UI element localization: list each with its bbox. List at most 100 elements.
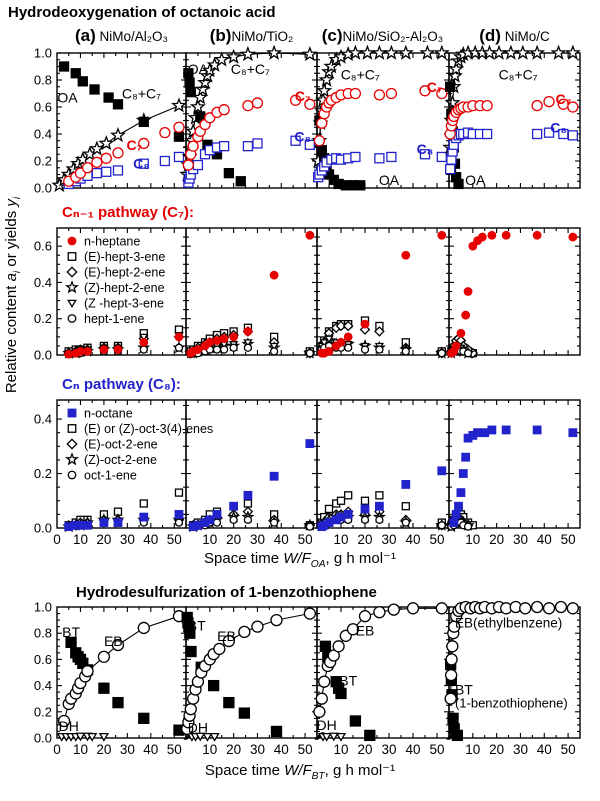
x-tick-label: 50 — [561, 742, 576, 757]
annotation-c-: C₇ — [555, 91, 571, 107]
series-yields-c-C7 — [313, 85, 448, 147]
panel-catalyst-d: NiMo/C — [500, 29, 550, 44]
x-tick-label: 10 — [73, 742, 88, 757]
y-tick-label: 0.4 — [34, 275, 52, 290]
panel-catalyst-a: NiMo/Al₂O₃ — [95, 29, 169, 44]
c8-pathway-header: Cₙ pathway (C₈): — [62, 376, 181, 393]
legend-label: (Z)-oct-2-ene — [84, 453, 157, 467]
annotation-bt: BT — [339, 672, 357, 688]
legend-label: n-octane — [84, 407, 133, 421]
y-tick-label: 0.4 — [34, 127, 52, 142]
panel-catalyst-b: NiMo/TiO₂ — [231, 29, 294, 44]
annotation-c-: C₈ — [550, 119, 567, 135]
legend-label: oct-1-ene — [84, 469, 137, 483]
legend-label: n-heptane — [84, 235, 140, 249]
annotation-c-c-: C₈+C₇ — [122, 86, 161, 102]
x-tick-label: 50 — [429, 742, 444, 757]
annotation-c-: C₈ — [133, 156, 150, 172]
annotation-bt: BT — [455, 682, 473, 698]
panel-tag-a: (a) — [74, 26, 96, 45]
series-hds-a-DH — [56, 732, 110, 742]
x-tick-label: 30 — [120, 742, 135, 757]
x-tick-label: 50 — [298, 742, 313, 757]
series-c8path-a-n-octane — [64, 509, 184, 532]
y-tick-label: 1.0 — [34, 600, 52, 615]
x-tick-label: 40 — [405, 532, 420, 547]
panel-tag-c: (c) — [321, 26, 343, 45]
annotation-c-: C₇ — [427, 79, 443, 95]
y-tick-label: 0.6 — [34, 652, 52, 667]
x-tick-label: 40 — [274, 532, 289, 547]
y-tick-label: 0.0 — [34, 731, 52, 746]
legend-label: (E)-hept-2-ene — [84, 266, 165, 280]
row-c8path: 0.0 0.2 0.4 0 10 20 30 40 50 10 20 30 40 50 10 20 30 40 50… — [34, 399, 581, 547]
x-tick-label: 20 — [226, 532, 241, 547]
series-c8path-b-n-octane — [188, 439, 315, 532]
legend-label: hept-1-ene — [84, 312, 145, 326]
series-yields-c-C8 — [313, 149, 447, 183]
x-tick-label: 30 — [381, 742, 396, 757]
panel-hds-b: 10 20 30 40 50 BT EB DH — [181, 606, 318, 757]
x-tick-label: 10 — [73, 532, 88, 547]
x-tick-label: 40 — [405, 742, 420, 757]
panel-c7path-c — [315, 227, 450, 359]
y-tick-label: 0.8 — [34, 626, 52, 641]
panel-c8path-b: 10 20 30 40 50 — [185, 399, 318, 547]
annotation-c-: C₈ — [417, 141, 434, 157]
hds-title: Hydrodesulfurization of 1-benzothiophene — [76, 584, 377, 601]
x-tick-label: 20 — [226, 742, 241, 757]
annotation-eb: EB — [104, 633, 123, 649]
x-tick-label: 30 — [381, 532, 396, 547]
x-tick-label: 30 — [513, 742, 528, 757]
y-tick-label: 0.2 — [34, 704, 52, 719]
series-hds-b-EB — [181, 607, 317, 735]
series-yields-d-C7 — [444, 95, 579, 140]
panel-catalyst-c: NiMo/SiO₂-Al₂O₃ — [342, 29, 444, 44]
x-tick-label: 50 — [167, 742, 182, 757]
row-c7path: 0.0 0.2 0.4 0.6 n-heptane(E)-hept-3-ene (E)-h… — [34, 227, 581, 363]
x-tick-label: 20 — [489, 532, 504, 547]
y-tick-label: 0.8 — [34, 73, 52, 88]
legend-c8path: n-octane(E) or (Z)-oct-3(4)-enes (E)-oct-… — [65, 407, 213, 483]
panel-tag-d: (d) — [479, 26, 501, 45]
y-tick-label: 0.4 — [34, 678, 52, 693]
series-c8path-c-n-octane — [317, 466, 447, 532]
annotation-c-c-: C₈+C₇ — [231, 61, 270, 77]
row-hds: 0.0 0.2 0.4 0.6 0.8 1.0 0 10 20 30 40 50 BT EB DH 10 20 3… — [34, 600, 581, 757]
series-hds-b-DH — [186, 732, 220, 742]
x-tick-label: 40 — [143, 532, 158, 547]
y-tick-label: 0.0 — [34, 181, 52, 196]
legend-label: (Z -hept-3-ene — [84, 297, 164, 311]
y-tick-label: 0.6 — [34, 100, 52, 115]
panel-header-d: (d) NiMo/C — [449, 26, 580, 46]
x-tick-label: 50 — [167, 532, 182, 547]
series-c7path-a-n-heptane — [64, 332, 184, 359]
series-yields-b-C7 — [182, 94, 316, 171]
x-tick-label: 10 — [333, 532, 348, 547]
annotation-eb: EB — [217, 628, 236, 644]
y-tick-label: 0.2 — [34, 311, 52, 326]
x-tick-label: 0 — [53, 532, 61, 547]
panel-c7path-b — [184, 227, 318, 359]
series-yields-a-OA — [58, 61, 185, 142]
panel-hds-d: 10 20 30 40 50 EB(ethylbenzene) BT(1-benzothio… — [444, 600, 581, 757]
x-tick-label: 50 — [429, 532, 444, 547]
annotation-oa: OA — [57, 90, 78, 106]
annotation-dh: DH — [59, 718, 79, 734]
legend-label: (E) or (Z)-oct-3(4)-enes — [84, 422, 213, 436]
x-tick-label: 10 — [202, 742, 217, 757]
y-tick-label: 0.2 — [34, 154, 52, 169]
y-tick-label: 0.0 — [34, 348, 52, 363]
x-tick-label: 50 — [561, 532, 576, 547]
annotation-oa: OA — [379, 172, 400, 188]
annotation-oa: OA — [188, 61, 209, 77]
x-tick-label: 30 — [250, 742, 265, 757]
x-axis-label-bt: Space time W/FBT, g h mol⁻¹ — [204, 762, 396, 782]
y-tick-label: 0.2 — [34, 466, 52, 481]
annotation-c-: C₇ — [127, 137, 143, 153]
x-tick-label: 10 — [333, 742, 348, 757]
panel-c7path-d — [444, 227, 581, 359]
